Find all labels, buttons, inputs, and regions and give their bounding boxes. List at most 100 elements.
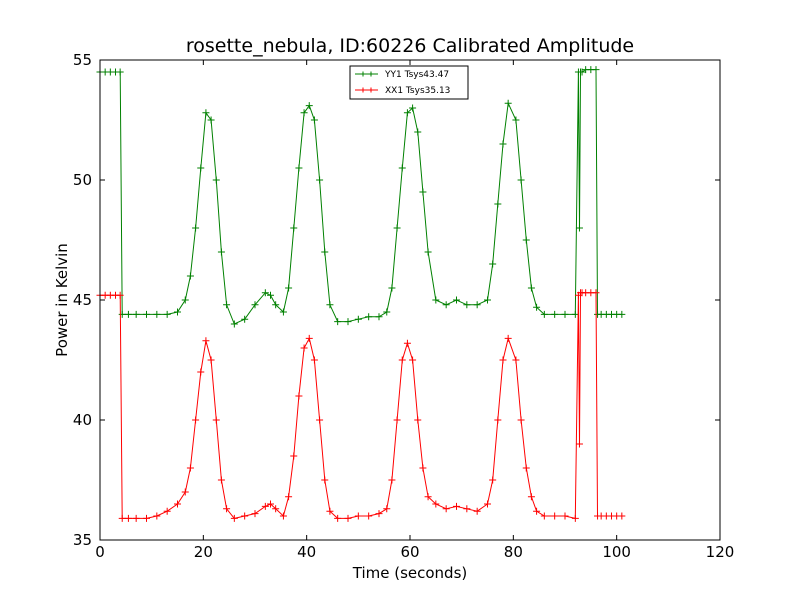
data-point <box>207 356 215 364</box>
data-point <box>414 128 422 136</box>
data-point <box>517 416 525 424</box>
data-point <box>344 318 352 326</box>
data-point <box>132 310 140 318</box>
data-point <box>414 416 422 424</box>
data-point <box>571 514 579 522</box>
data-point <box>251 510 259 518</box>
data-point <box>212 416 220 424</box>
data-point <box>241 315 249 323</box>
data-point <box>494 200 502 208</box>
data-point <box>334 514 342 522</box>
data-point <box>489 476 497 484</box>
data-point <box>316 416 324 424</box>
data-point <box>424 248 432 256</box>
data-point <box>118 514 126 522</box>
data-point <box>375 313 383 321</box>
data-point <box>321 248 329 256</box>
data-point <box>344 514 352 522</box>
data-point <box>230 320 238 328</box>
legend: YY1 Tsys43.47 XX1 Tsys35.13 <box>349 65 469 100</box>
data-point <box>118 310 126 318</box>
data-point <box>261 289 269 297</box>
series-0 <box>96 66 626 328</box>
data-point <box>230 514 238 522</box>
data-point <box>504 334 512 342</box>
data-point <box>217 248 225 256</box>
data-point <box>578 68 586 76</box>
data-point <box>316 176 324 184</box>
data-point <box>321 476 329 484</box>
data-point <box>463 505 471 513</box>
data-point <box>223 301 231 309</box>
data-point <box>279 308 287 316</box>
data-point <box>290 224 298 232</box>
data-point <box>453 296 460 304</box>
data-point <box>295 392 303 400</box>
data-point <box>409 104 417 112</box>
data-point <box>473 301 481 309</box>
data-point <box>261 502 269 510</box>
data-point <box>499 140 507 148</box>
data-point <box>272 505 280 513</box>
data-point <box>186 464 194 472</box>
data-point <box>517 176 525 184</box>
data-point <box>272 301 280 309</box>
series-line <box>100 292 622 520</box>
x-tick-label: 40 <box>297 543 316 561</box>
data-point <box>153 512 161 520</box>
data-point <box>575 224 583 232</box>
data-point <box>388 284 396 292</box>
legend-label-yy1: YY1 Tsys43.47 <box>384 70 449 80</box>
data-point <box>393 224 401 232</box>
data-point <box>365 512 373 520</box>
data-point <box>116 68 124 76</box>
series-line <box>100 69 622 325</box>
data-point <box>551 512 559 520</box>
data-point <box>295 164 303 172</box>
legend-marker-yy1 <box>360 71 374 77</box>
data-point <box>398 356 406 364</box>
data-point <box>522 236 530 244</box>
data-point <box>197 164 205 172</box>
data-point <box>192 416 200 424</box>
data-point <box>163 507 171 515</box>
data-point <box>310 116 318 124</box>
data-point <box>453 502 460 510</box>
data-point <box>409 356 417 364</box>
data-point <box>561 310 569 318</box>
x-tick-label: 120 <box>706 543 735 561</box>
data-point <box>432 500 440 508</box>
data-point <box>442 301 450 309</box>
data-point <box>267 291 274 299</box>
data-point <box>223 505 231 513</box>
data-point <box>174 500 181 508</box>
data-point <box>197 368 205 376</box>
data-point <box>153 310 161 318</box>
data-point <box>403 109 411 117</box>
data-point <box>207 116 215 124</box>
data-point <box>305 102 313 110</box>
x-tick-label: 80 <box>504 543 523 561</box>
data-point <box>592 289 600 297</box>
data-point <box>484 296 491 304</box>
data-point <box>512 356 520 364</box>
data-point <box>618 512 626 520</box>
data-point <box>365 313 373 321</box>
y-tick-label: 35 <box>73 531 92 549</box>
data-point <box>398 164 406 172</box>
data-point <box>499 356 507 364</box>
data-point <box>181 488 189 496</box>
data-point <box>522 464 530 472</box>
data-point <box>533 303 541 311</box>
data-point <box>326 301 334 309</box>
data-point <box>551 310 559 318</box>
x-axis-label: Time (seconds) <box>352 564 468 582</box>
data-point <box>592 66 600 74</box>
data-point <box>388 476 396 484</box>
data-point <box>251 301 259 309</box>
data-point <box>192 224 200 232</box>
data-point <box>267 500 274 508</box>
x-tick-label: 20 <box>194 543 213 561</box>
data-point <box>181 296 189 304</box>
